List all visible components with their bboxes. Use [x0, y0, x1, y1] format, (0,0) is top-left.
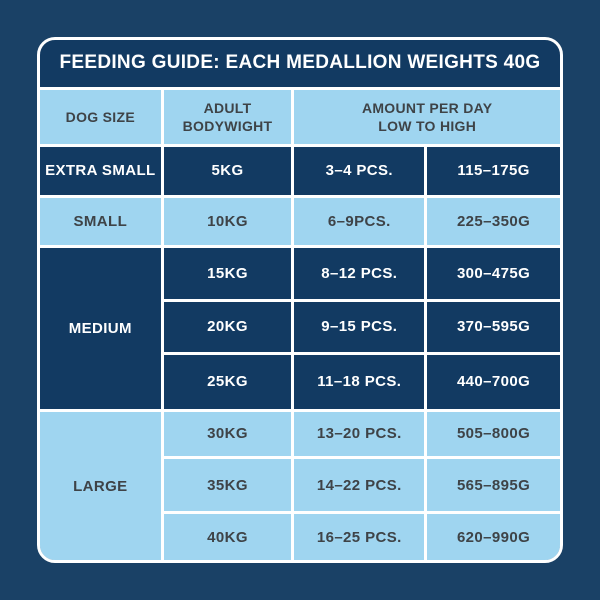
cell-medium-weight-15kg: 15KG: [163, 248, 292, 299]
cell-large-weight-40kg-value: 40KG: [207, 528, 248, 546]
cell-small-pieces: 6–9PCS.: [294, 197, 425, 246]
cell-medium-grams-20kg: 370–595G: [427, 301, 560, 352]
column-header-amount-line1: AMOUNT PER DAY: [361, 99, 493, 116]
cell-extra-small-pieces-value: 3–4 PCS.: [325, 162, 393, 180]
cell-medium-size: MEDIUM: [40, 248, 161, 410]
cell-large-pieces-40kg-value: 16–25 PCS.: [316, 528, 402, 546]
cell-medium-weight-15kg-value: 15KG: [207, 265, 248, 283]
cell-large-grams-35kg-value: 565–895G: [456, 476, 531, 494]
cell-medium-grams-25kg: 440–700G: [427, 354, 560, 410]
cell-large-pieces-40kg: 16–25 PCS.: [294, 514, 425, 560]
cell-large-pieces-30kg: 13–20 PCS.: [294, 412, 425, 456]
cell-medium-weight-25kg-value: 25KG: [207, 373, 248, 391]
cell-small-size: SMALL: [40, 197, 161, 246]
cell-large-grams-30kg: 505–800G: [427, 412, 560, 456]
column-header-dog-size-label: DOG SIZE: [65, 108, 135, 125]
column-header-bodyweight-line2: BODYWIGHT: [182, 117, 273, 134]
cell-extra-small-size-label: EXTRA SMALL: [45, 162, 156, 180]
table-title-text: FEEDING GUIDE: EACH MEDALLION WEIGHTS 40…: [59, 52, 541, 74]
cell-large-weight-35kg: 35KG: [163, 458, 292, 512]
cell-small-grams: 225–350G: [427, 197, 560, 246]
cell-large-grams-30kg-value: 505–800G: [456, 425, 531, 443]
cell-large-grams-35kg: 565–895G: [427, 458, 560, 512]
cell-medium-pieces-20kg: 9–15 PCS.: [294, 301, 425, 352]
cell-large-weight-40kg: 40KG: [163, 514, 292, 560]
cell-large-weight-30kg-value: 30KG: [207, 425, 248, 443]
cell-small-weight: 10KG: [163, 197, 292, 246]
column-header-amount-per-day: AMOUNT PER DAY LOW TO HIGH: [294, 89, 560, 145]
cell-extra-small-pieces: 3–4 PCS.: [294, 147, 425, 195]
cell-large-weight-35kg-value: 35KG: [207, 476, 248, 494]
column-header-amount-line2: LOW TO HIGH: [378, 117, 477, 134]
cell-medium-pieces-25kg: 11–18 PCS.: [294, 354, 425, 410]
cell-large-pieces-30kg-value: 13–20 PCS.: [316, 425, 402, 443]
cell-small-weight-value: 10KG: [207, 213, 248, 231]
cell-medium-pieces-15kg-value: 8–12 PCS.: [321, 265, 398, 283]
cell-medium-grams-20kg-value: 370–595G: [456, 318, 531, 336]
cell-medium-grams-25kg-value: 440–700G: [456, 373, 531, 391]
cell-extra-small-grams: 115–175G: [427, 147, 560, 195]
cell-large-weight-30kg: 30KG: [163, 412, 292, 456]
cell-medium-weight-20kg: 20KG: [163, 301, 292, 352]
cell-large-size-label: LARGE: [73, 477, 128, 495]
column-header-bodyweight-line1: ADULT: [203, 99, 252, 116]
cell-medium-pieces-25kg-value: 11–18 PCS.: [317, 373, 402, 391]
cell-medium-pieces-20kg-value: 9–15 PCS.: [321, 318, 398, 336]
column-header-dog-size: DOG SIZE: [40, 89, 161, 145]
feeding-guide-card: FEEDING GUIDE: EACH MEDALLION WEIGHTS 40…: [37, 37, 563, 563]
cell-medium-pieces-15kg: 8–12 PCS.: [294, 248, 425, 299]
column-header-bodyweight: ADULT BODYWIGHT: [163, 89, 292, 145]
cell-extra-small-grams-value: 115–175G: [457, 162, 530, 180]
table-title: FEEDING GUIDE: EACH MEDALLION WEIGHTS 40…: [40, 40, 560, 87]
cell-large-pieces-35kg-value: 14–22 PCS.: [316, 476, 402, 494]
cell-small-grams-value: 225–350G: [456, 213, 531, 231]
cell-large-grams-40kg-value: 620–990G: [456, 528, 531, 546]
cell-extra-small-size: EXTRA SMALL: [40, 147, 161, 195]
cell-extra-small-weight-value: 5KG: [211, 162, 244, 180]
cell-medium-weight-25kg: 25KG: [163, 354, 292, 410]
cell-large-size: LARGE: [40, 412, 161, 560]
cell-medium-grams-15kg-value: 300–475G: [456, 265, 531, 283]
cell-medium-grams-15kg: 300–475G: [427, 248, 560, 299]
cell-large-pieces-35kg: 14–22 PCS.: [294, 458, 425, 512]
cell-small-size-label: SMALL: [73, 213, 128, 231]
cell-extra-small-weight: 5KG: [163, 147, 292, 195]
cell-small-pieces-value: 6–9PCS.: [327, 213, 391, 231]
cell-large-grams-40kg: 620–990G: [427, 514, 560, 560]
feeding-guide-table: FEEDING GUIDE: EACH MEDALLION WEIGHTS 40…: [40, 40, 560, 560]
cell-medium-size-label: MEDIUM: [68, 320, 132, 338]
cell-medium-weight-20kg-value: 20KG: [207, 318, 248, 336]
